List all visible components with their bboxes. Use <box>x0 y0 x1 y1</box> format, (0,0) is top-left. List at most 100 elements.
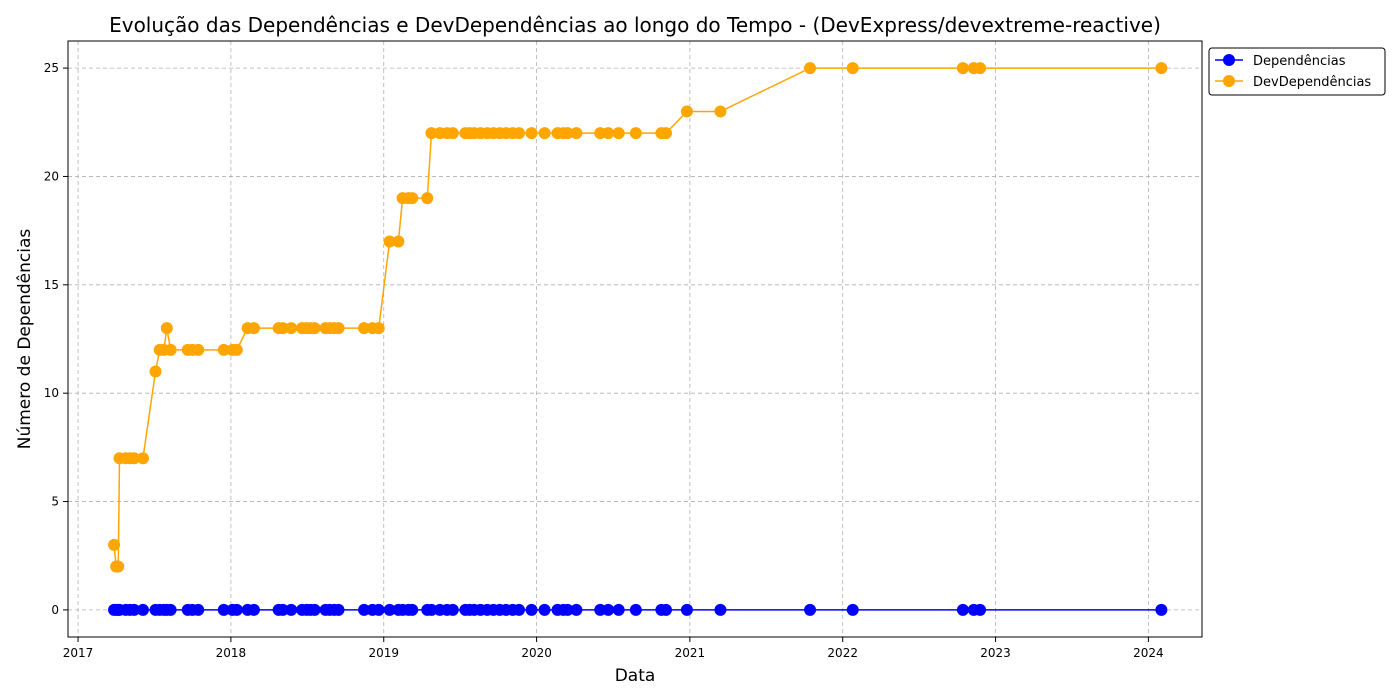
data-point <box>629 603 642 616</box>
data-point <box>680 105 693 118</box>
data-point <box>217 343 230 356</box>
data-point <box>659 603 672 616</box>
x-tick-label: 2021 <box>675 646 706 660</box>
data-point <box>680 603 693 616</box>
legend-marker-dependencias <box>1223 54 1235 66</box>
data-point <box>956 603 969 616</box>
series-line <box>113 67 1162 568</box>
data-point <box>561 127 574 140</box>
data-point <box>332 322 345 335</box>
series-layer <box>108 62 1168 616</box>
y-tick-label: 20 <box>44 169 59 183</box>
y-tick-label: 15 <box>44 278 59 292</box>
data-point <box>358 603 371 616</box>
data-point <box>372 322 385 335</box>
data-point <box>804 603 817 616</box>
y-tick-label: 0 <box>51 603 59 617</box>
data-point <box>406 603 419 616</box>
data-point <box>513 603 525 616</box>
data-point <box>247 322 260 335</box>
data-point <box>276 603 289 616</box>
data-point <box>612 127 625 140</box>
data-point <box>570 603 583 616</box>
data-point <box>561 603 574 616</box>
data-point <box>956 62 969 75</box>
data-point <box>612 603 625 616</box>
data-point <box>525 127 538 140</box>
data-point <box>974 62 987 75</box>
x-axis-label: Data <box>615 666 656 686</box>
y-axis-label: Número de Dependências <box>15 229 35 450</box>
data-point <box>1155 62 1168 75</box>
data-point <box>112 560 125 573</box>
data-point <box>602 127 615 140</box>
legend-label-dependencias: Dependências <box>1253 54 1346 69</box>
chart-title: Evolução das Dependências e DevDependênc… <box>109 13 1161 37</box>
data-point <box>392 235 405 248</box>
data-point <box>425 127 438 140</box>
data-point <box>425 603 438 616</box>
data-point <box>332 603 345 616</box>
data-point <box>136 452 149 465</box>
legend-marker-devdependencias <box>1223 75 1235 87</box>
plot-frame <box>67 40 1203 638</box>
data-point <box>149 365 162 378</box>
data-point <box>276 322 289 335</box>
data-point <box>230 603 243 616</box>
legend: Dependências DevDependências <box>1208 47 1386 96</box>
legend-box <box>1208 47 1386 96</box>
data-point <box>525 603 538 616</box>
axis-ticks: 2017 2018 2019 2020 2021 2022 2023 2024 0 5 10 15 20… <box>44 61 1164 660</box>
data-point <box>217 603 230 616</box>
legend-label-devdependencias: DevDependências <box>1253 75 1371 90</box>
data-point <box>714 603 727 616</box>
data-point <box>128 452 141 465</box>
data-point <box>247 603 260 616</box>
data-point <box>136 603 149 616</box>
x-tick-label: 2018 <box>216 646 247 660</box>
data-point <box>1155 603 1168 616</box>
data-point <box>629 127 642 140</box>
y-tick-label: 25 <box>44 61 59 75</box>
x-tick-label: 2024 <box>1133 646 1164 660</box>
x-tick-label: 2023 <box>980 646 1011 660</box>
data-point <box>164 343 177 356</box>
data-point <box>358 322 371 335</box>
data-point <box>659 127 672 140</box>
data-point <box>192 343 205 356</box>
data-point <box>406 192 419 205</box>
data-point <box>538 127 551 140</box>
x-tick-label: 2020 <box>521 646 552 660</box>
series-dependencias <box>108 603 1168 616</box>
y-tick-label: 10 <box>44 386 59 400</box>
x-tick-label: 2019 <box>368 646 399 660</box>
data-point <box>513 127 525 140</box>
series-devdependencias <box>108 62 1168 573</box>
x-tick-label: 2017 <box>63 646 94 660</box>
data-point <box>285 603 298 616</box>
data-point <box>446 603 459 616</box>
data-point <box>308 603 321 616</box>
data-point <box>285 322 298 335</box>
data-point <box>192 603 205 616</box>
data-point <box>804 62 817 75</box>
x-tick-label: 2022 <box>827 646 858 660</box>
data-point <box>383 603 396 616</box>
data-point <box>108 538 121 551</box>
data-point <box>383 235 396 248</box>
data-point <box>421 192 434 205</box>
data-point <box>128 603 141 616</box>
data-point <box>570 127 583 140</box>
data-point <box>602 603 615 616</box>
data-point <box>446 127 459 140</box>
data-point <box>160 322 173 335</box>
data-point <box>372 603 385 616</box>
data-point <box>308 322 321 335</box>
data-point <box>538 603 551 616</box>
data-point <box>846 62 859 75</box>
data-point <box>164 603 177 616</box>
data-point <box>846 603 859 616</box>
data-point <box>230 343 243 356</box>
data-point <box>714 105 727 118</box>
